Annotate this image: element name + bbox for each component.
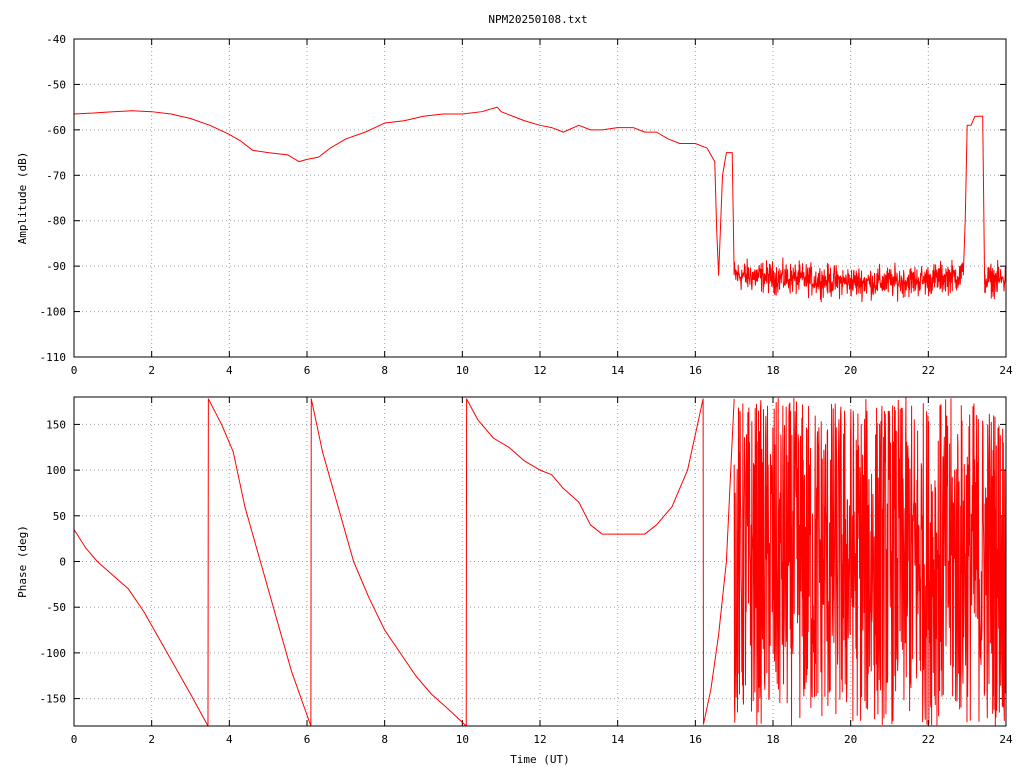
amplitude-x-tick-label: 18: [766, 364, 779, 377]
amplitude-y-tick-label: -100: [40, 306, 67, 319]
phase-x-tick-label: 0: [71, 733, 78, 746]
phase-y-tick-label: 50: [53, 510, 66, 523]
amplitude-x-tick-label: 14: [611, 364, 625, 377]
amplitude-x-tick-label: 16: [689, 364, 702, 377]
amplitude-y-tick-label: -40: [46, 33, 66, 46]
chart-title: NPM20250108.txt: [488, 13, 587, 26]
phase-x-tick-label: 16: [689, 733, 702, 746]
amplitude-x-tick-label: 12: [533, 364, 546, 377]
phase-y-tick-label: -50: [46, 601, 66, 614]
amplitude-x-tick-label: 10: [456, 364, 469, 377]
amplitude-x-tick-label: 20: [844, 364, 857, 377]
phase-x-tick-label: 8: [381, 733, 388, 746]
amplitude-y-tick-label: -50: [46, 78, 66, 91]
phase-y-tick-label: -150: [40, 693, 67, 706]
amplitude-x-tick-label: 6: [304, 364, 311, 377]
phase-y-tick-label: -100: [40, 647, 67, 660]
phase-x-tick-label: 4: [226, 733, 233, 746]
phase-y-tick-label: 100: [46, 464, 66, 477]
amplitude-plot-frame: [73, 38, 1007, 358]
amplitude-y-tick-label: -110: [40, 351, 67, 364]
phase-x-tick-label: 22: [922, 733, 935, 746]
phase-axis-title: Phase (deg): [16, 525, 29, 598]
phase-x-tick-label: 2: [148, 733, 155, 746]
phase-plot-frame: [73, 396, 1007, 727]
phase-x-tick-label: 12: [533, 733, 546, 746]
amplitude-y-tick-label: -80: [46, 215, 66, 228]
phase-x-tick-label: 14: [611, 733, 625, 746]
phase-series-line: [733, 396, 1007, 726]
amplitude-plot: 0 2 4 6 8 10 12 14 16 18 20 22 24-40-50-60-70-80-90-…: [16, 33, 1013, 377]
phase-x-tick-label: 20: [844, 733, 857, 746]
phase-x-tick-label: 24: [999, 733, 1013, 746]
amplitude-series-line: [73, 106, 735, 276]
amplitude-series-line: [733, 257, 964, 303]
amplitude-x-tick-label: 0: [71, 364, 78, 377]
phase-x-tick-label: 18: [766, 733, 779, 746]
amplitude-y-tick-label: -70: [46, 169, 66, 182]
phase-x-tick-label: 6: [304, 733, 311, 746]
phase-plot: 0 2 4 6 8 10 12 14 16 18 20 22 24150100500-50-100-15…: [16, 396, 1013, 766]
amplitude-x-tick-label: 4: [226, 364, 233, 377]
phase-x-tick-label: 10: [456, 733, 469, 746]
time-axis-title: Time (UT): [510, 753, 570, 766]
amplitude-series-line: [962, 115, 986, 285]
amplitude-axis-title: Amplitude (dB): [16, 152, 29, 245]
amplitude-y-tick-label: -60: [46, 124, 66, 137]
phase-y-tick-label: 150: [46, 418, 66, 431]
amplitude-x-tick-label: 2: [148, 364, 155, 377]
amplitude-x-tick-label: 8: [381, 364, 388, 377]
phase-y-tick-label: 0: [59, 556, 66, 569]
phase-series-line: [73, 398, 735, 727]
amplitude-x-tick-label: 24: [999, 364, 1013, 377]
amplitude-x-tick-label: 22: [922, 364, 935, 377]
amplitude-y-tick-label: -90: [46, 260, 66, 273]
amplitude-series-line: [984, 259, 1007, 300]
